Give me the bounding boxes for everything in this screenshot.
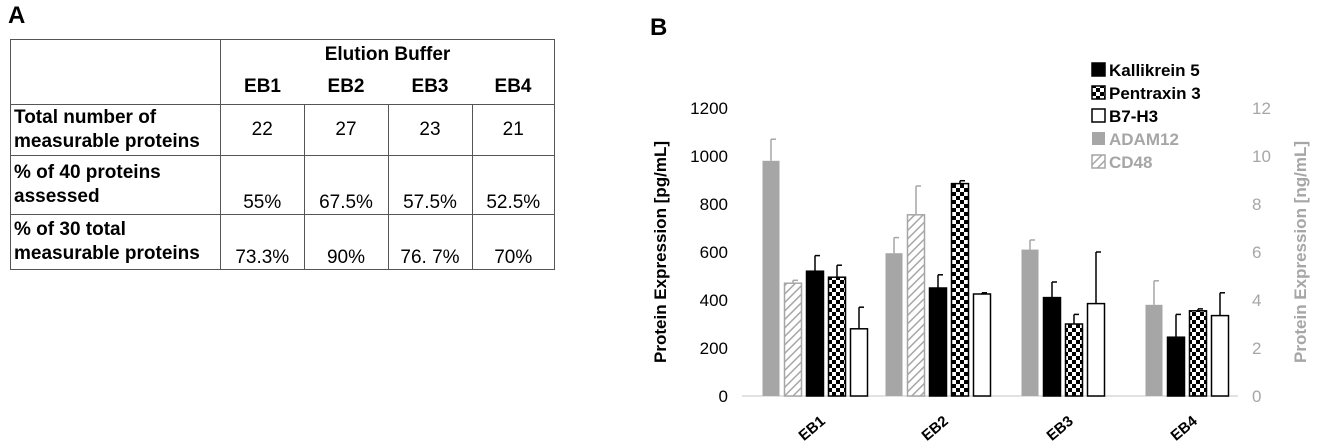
- bar: [1021, 249, 1039, 396]
- bar: [1166, 336, 1186, 397]
- legend: Kallikrein 5 Pentraxin 3 B7-H3 ADAM12 CD48: [1091, 61, 1201, 172]
- legend-label: Kallikrein 5: [1109, 61, 1200, 80]
- bar: [906, 214, 926, 397]
- x-tick-label: EB3: [1043, 413, 1076, 445]
- legend-label: Pentraxin 3: [1109, 84, 1201, 103]
- table-cell: 57.5%: [387, 155, 473, 215]
- y-tick-label-left: 1000: [690, 147, 728, 166]
- table-cell: 52.5%: [471, 155, 555, 215]
- y-tick-label-right: 10: [1252, 147, 1271, 166]
- legend-label: B7-H3: [1109, 107, 1158, 126]
- bar: [1086, 302, 1106, 397]
- row-label: % of 30 total measurable proteins: [10, 214, 221, 270]
- table-cell: 55%: [220, 155, 305, 215]
- x-tick-label: EB4: [1167, 412, 1201, 444]
- column-header: EB2: [304, 70, 388, 105]
- panel-b-letter: B: [650, 14, 668, 41]
- bars: [762, 138, 1230, 397]
- legend-label: CD48: [1109, 153, 1152, 172]
- table-corner-cell: [10, 70, 221, 105]
- bar: [849, 328, 869, 397]
- row-label: Total number of measurable proteins: [10, 104, 221, 156]
- x-tick-label: EB2: [918, 413, 951, 445]
- y-tick-label-left: 1200: [690, 99, 728, 118]
- row-label-line: assessed: [14, 186, 100, 207]
- bar: [1042, 296, 1062, 397]
- row-label: % of 40 proteins assessed: [10, 155, 221, 215]
- row-label-line: measurable proteins: [14, 131, 200, 152]
- bar: [1145, 304, 1163, 396]
- table-cell: 21: [471, 104, 555, 156]
- row-label-line: % of 30 total: [14, 219, 126, 240]
- table-cell: 23: [387, 104, 473, 156]
- table-cell: 22: [220, 104, 305, 156]
- y-tick-label-right: 6: [1252, 243, 1261, 262]
- bar: [950, 182, 970, 397]
- panel-a-letter: A: [8, 2, 26, 29]
- table-cell: 76. 7%: [387, 214, 473, 270]
- bar: [1210, 314, 1230, 397]
- y-tick-label-right: 8: [1252, 195, 1261, 214]
- y-axis-title-right: Protein Expression [ng/mL]: [1291, 141, 1310, 363]
- x-tick-label: EB1: [795, 413, 828, 445]
- y-tick-label-left: 400: [700, 291, 728, 310]
- bar: [827, 276, 847, 397]
- bar: [972, 293, 992, 397]
- bar: [1188, 310, 1208, 397]
- column-header: EB3: [388, 70, 472, 105]
- table-cell: 90%: [303, 214, 389, 270]
- row-label-line: measurable proteins: [14, 243, 200, 264]
- bar: [928, 287, 948, 397]
- y-tick-label-right: 0: [1252, 387, 1261, 406]
- table-row: % of 40 proteins assessed 55% 67.5% 57.5…: [10, 155, 555, 215]
- table-cell: 70%: [471, 214, 555, 270]
- summary-table: Elution Buffer EB1 EB2 EB3 EB4 Total num…: [10, 39, 555, 270]
- legend-swatch: [1091, 85, 1106, 100]
- legend-swatch: [1092, 132, 1105, 145]
- column-header: EB1: [220, 70, 304, 105]
- bar: [885, 253, 903, 396]
- table-corner-cell: [10, 39, 221, 70]
- row-label-line: Total number of: [14, 107, 157, 128]
- bar: [762, 160, 780, 396]
- table-row: % of 30 total measurable proteins 73.3% …: [10, 214, 555, 270]
- bar: [805, 270, 825, 397]
- y-tick-label-right: 12: [1252, 99, 1271, 118]
- table-row: Total number of measurable proteins 22 2…: [10, 104, 555, 156]
- group-header: Elution Buffer: [220, 39, 555, 70]
- legend-swatch: [1091, 108, 1106, 123]
- y-tick-label-left: 0: [719, 387, 728, 406]
- bar: [1064, 323, 1084, 397]
- y-axis-title-left: Protein Expression [pg/mL]: [651, 141, 670, 363]
- table-cell: 73.3%: [220, 214, 305, 270]
- table-cell: 67.5%: [303, 155, 389, 215]
- table-header-row: Elution Buffer: [10, 39, 555, 70]
- y-tick-label-left: 200: [700, 339, 728, 358]
- table-column-row: EB1 EB2 EB3 EB4: [10, 70, 555, 105]
- legend-swatch: [1091, 154, 1106, 169]
- y-tick-label-left: 800: [700, 195, 728, 214]
- legend-label: ADAM12: [1109, 130, 1179, 149]
- y-tick-label-right: 4: [1252, 291, 1261, 310]
- row-label-line: % of 40 proteins: [14, 162, 161, 183]
- y-tick-label-right: 2: [1252, 339, 1261, 358]
- legend-swatch: [1091, 62, 1106, 77]
- y-tick-label-left: 600: [700, 243, 728, 262]
- bar: [783, 282, 803, 397]
- column-header: EB4: [472, 70, 555, 105]
